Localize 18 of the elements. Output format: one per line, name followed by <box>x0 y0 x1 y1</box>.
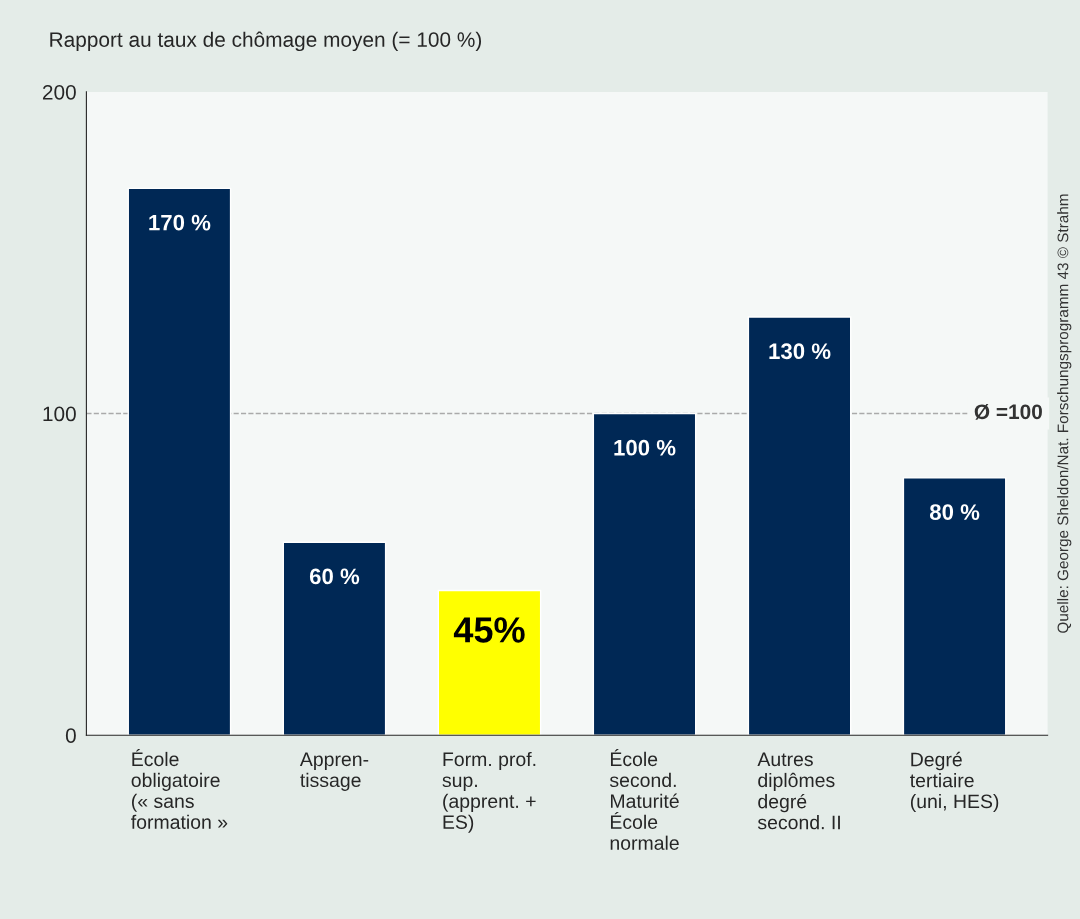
data-label: 80 % <box>929 504 980 520</box>
y-tick-label: 0 <box>65 728 76 743</box>
x-tick-label: École obligatoire (« sans formation » <box>131 749 228 829</box>
x-tick-label: Autres diplômes degré second. II <box>757 752 840 830</box>
data-label: 60 % <box>309 568 360 585</box>
data-label: 130 % <box>769 343 831 360</box>
y-tick-label: 200 <box>42 84 76 100</box>
x-tick-label: Form. prof. sup. (apprent. + ES) <box>442 751 536 833</box>
x-tick-label: Degré tertiaire (uni, HES) <box>910 751 999 813</box>
x-tick-label: Appren- tissage <box>299 752 369 791</box>
source-note: Quelle: George Sheldon/Nat. Forschungsprogramm 43 © Strahm <box>1057 194 1072 633</box>
data-label: 100 % <box>614 439 676 456</box>
ref-line-label: Ø =100 <box>974 403 1042 420</box>
chart-title: Rapport au taux de chômage moyen (= 100 %) <box>50 31 482 52</box>
x-tick-label: École second. Maturité École normale <box>609 749 679 850</box>
data-label: 45% <box>453 617 525 643</box>
y-tick-label: 100 <box>43 406 76 422</box>
data-label: 170 % <box>149 214 211 231</box>
